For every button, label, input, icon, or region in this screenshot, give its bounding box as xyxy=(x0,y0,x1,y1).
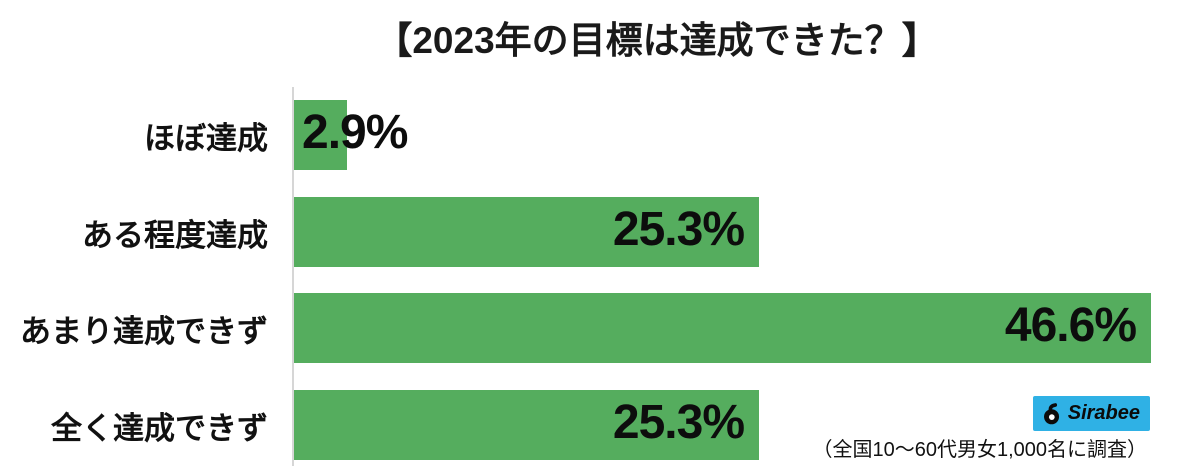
sirabee-logo: Sirabee xyxy=(1032,396,1150,431)
category-label: 全く達成できず xyxy=(51,410,268,446)
bar-row: あまり達成できず 46.6% xyxy=(0,293,1200,363)
bar xyxy=(294,293,1151,363)
bar-value-label: 25.3% xyxy=(612,203,745,257)
bar-row: 全く達成できず 25.3% xyxy=(0,390,1200,460)
y-axis-line xyxy=(292,87,294,466)
sirabee-logo-icon xyxy=(1043,402,1059,424)
bar xyxy=(294,100,347,170)
bar-row: ほぼ達成 2.9% xyxy=(0,100,1200,170)
chart-title: 【2023年の目標は達成できた？】 xyxy=(375,20,939,61)
category-label: ある程度達成 xyxy=(82,217,268,253)
bar-value-label: 25.3% xyxy=(612,396,745,450)
category-label: あまり達成できず xyxy=(20,313,268,349)
bar-value-label: 46.6% xyxy=(1004,299,1137,353)
category-label: ほぼ達成 xyxy=(144,120,268,156)
sirabee-logo-text: Sirabee xyxy=(1067,402,1140,424)
survey-caption: （全国10〜60代男女1,000名に調査） xyxy=(812,439,1147,461)
bar xyxy=(294,197,759,267)
bar xyxy=(294,390,759,460)
bar-value-label: 2.9% xyxy=(302,106,408,160)
bar-row: ある程度達成 25.3% xyxy=(0,197,1200,267)
